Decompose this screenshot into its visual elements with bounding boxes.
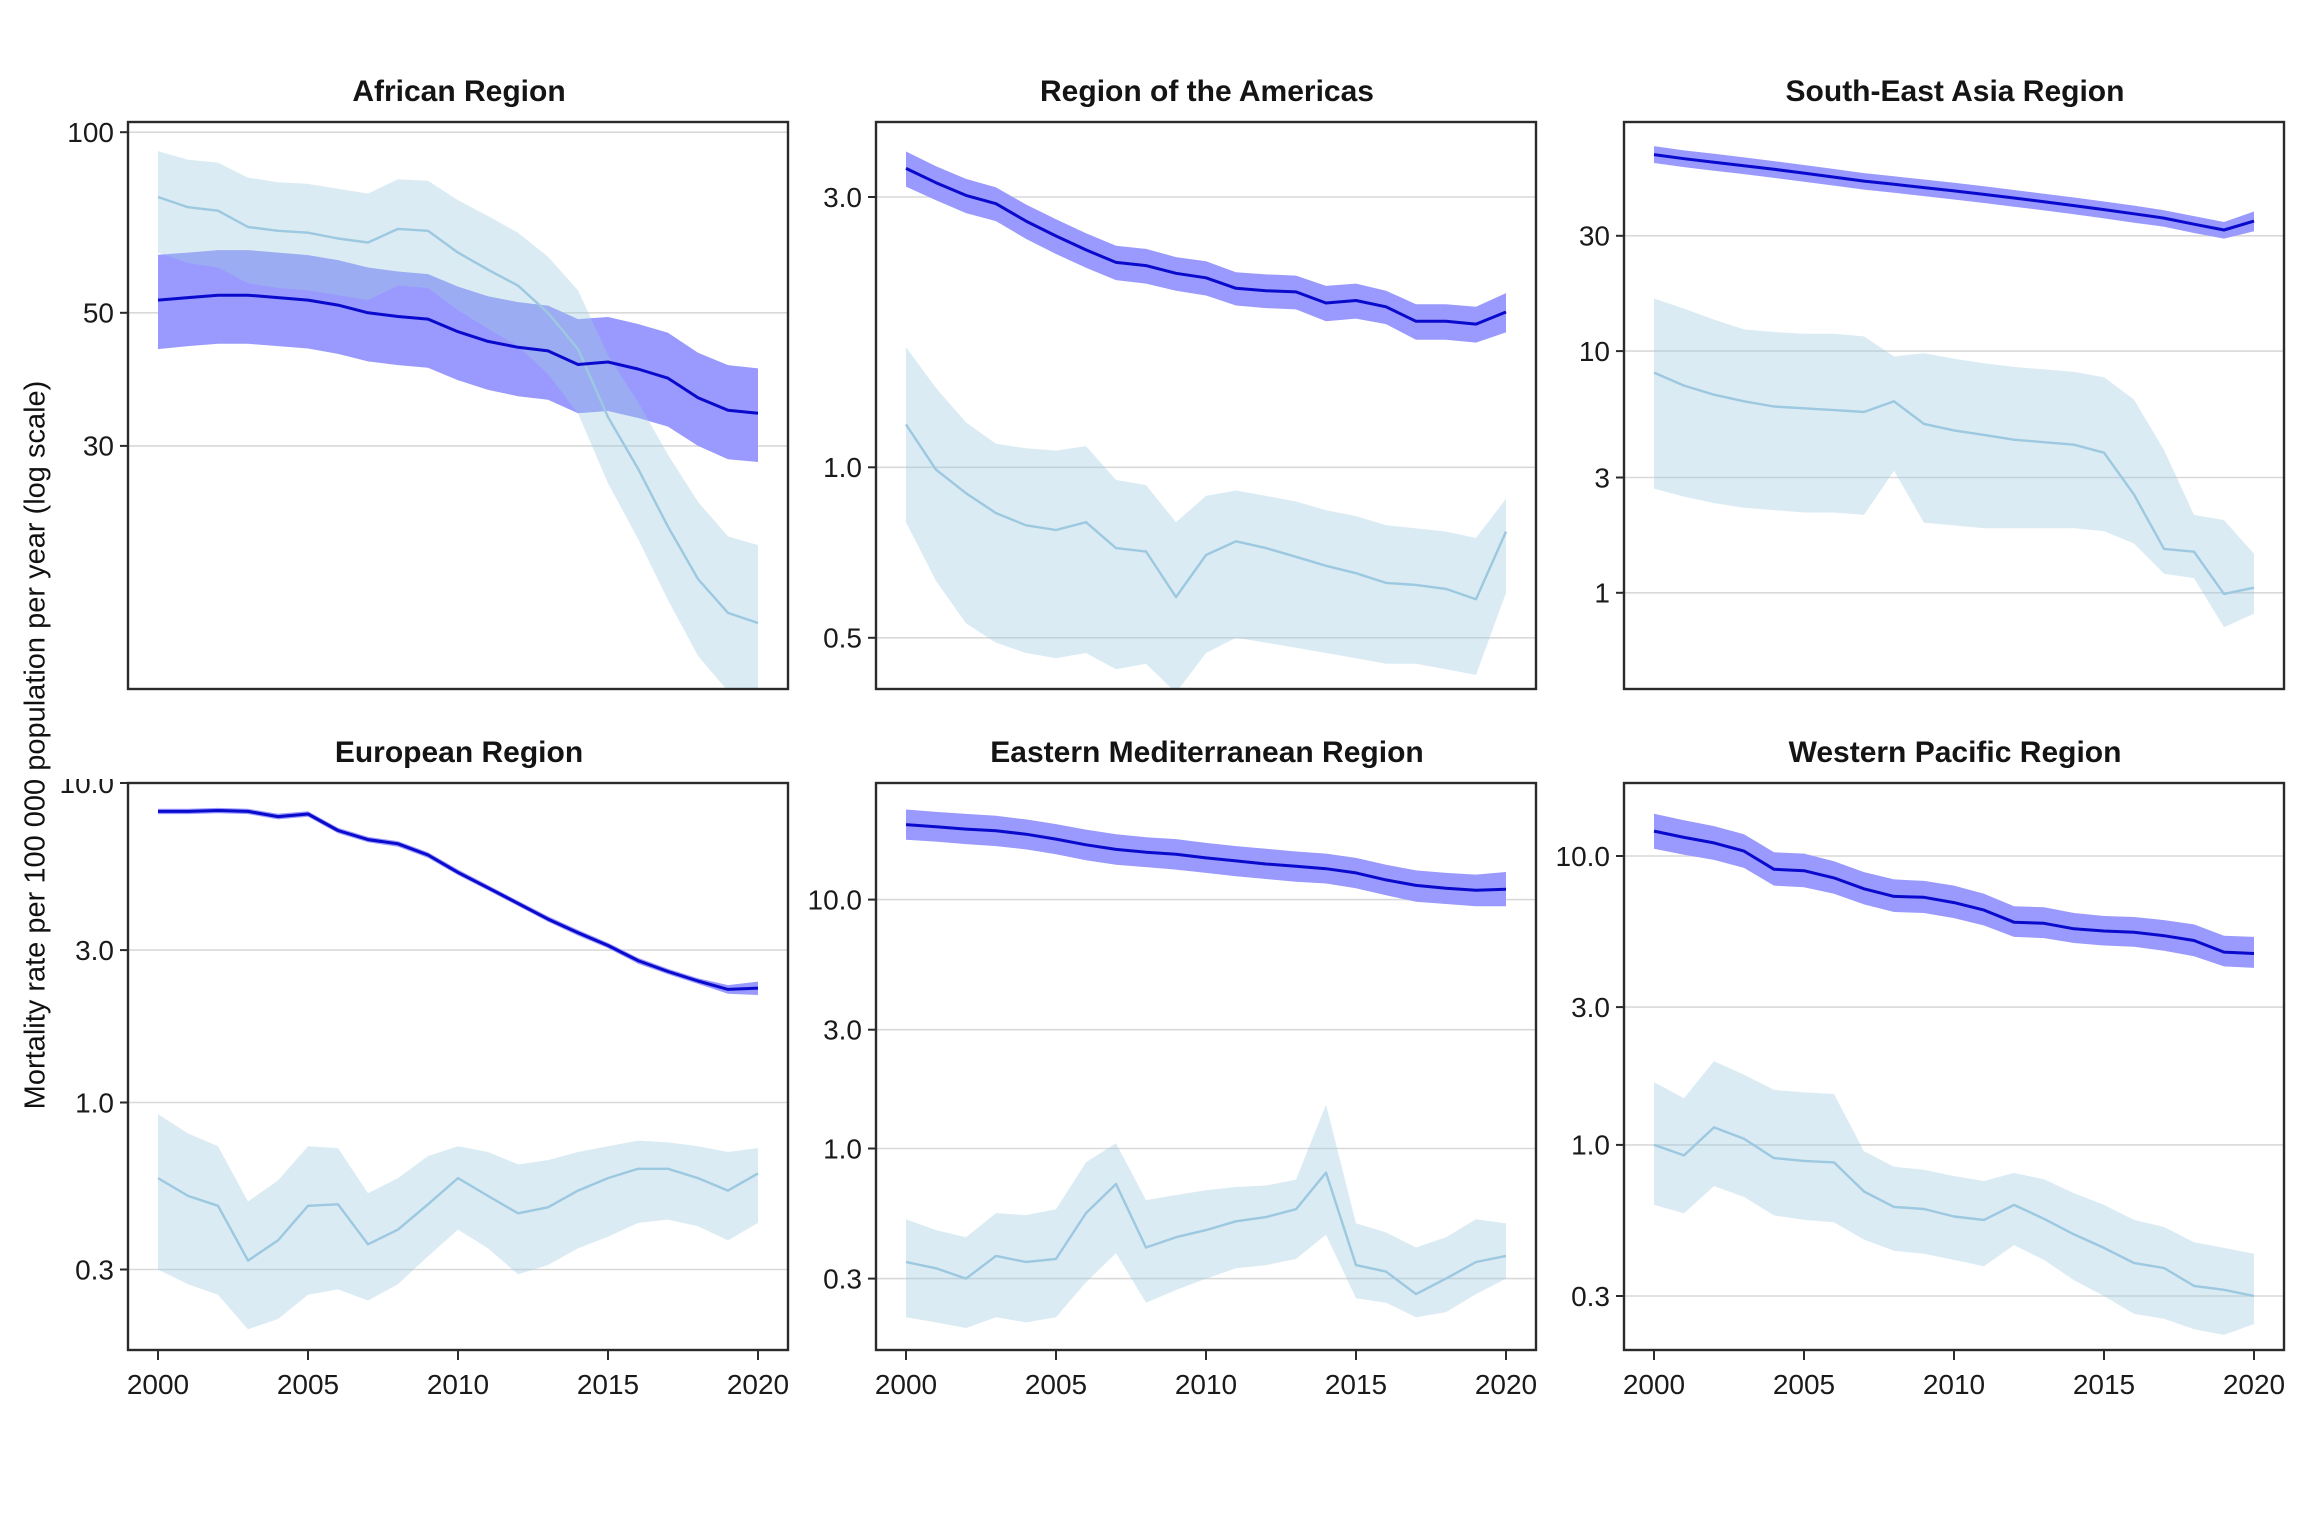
dark-confidence-band xyxy=(1654,813,2254,968)
plot-western-pacific-region: 10.0 3.0 1.0 0.3 2000 2005 2010 2015 2020 xyxy=(1556,781,2286,1400)
y-tick-label: 50 xyxy=(83,298,114,329)
plot-south-east-asia-region: 30 10 3 1 xyxy=(1579,120,2286,691)
panel-region-of-the-americas: Region of the Americas 3.0 1.0 0.5 xyxy=(796,70,1538,695)
plot-region-of-the-americas: 3.0 1.0 0.5 xyxy=(823,120,1538,691)
plot-eastern-mediterranean-region: 10.0 3.0 1.0 0.3 2000 2005 2010 2015 2020 xyxy=(808,781,1538,1400)
panel-row-top: African Region 100 50 30 Region of the Ame… xyxy=(48,70,2286,695)
x-tick-label: 2005 xyxy=(1025,1369,1087,1400)
light-confidence-band xyxy=(158,1114,758,1330)
y-tick-label: 1 xyxy=(1594,578,1610,609)
y-tick-label: 3.0 xyxy=(1571,992,1610,1023)
x-tick-label: 2010 xyxy=(1175,1369,1237,1400)
plot-area xyxy=(1624,146,2284,628)
light-blue-line xyxy=(157,195,759,625)
x-tick-label: 2015 xyxy=(577,1369,639,1400)
panel-row-bottom: European Region 10.0 3.0 1.0 0.3 2000 2005 201… xyxy=(48,731,2286,1412)
light-blue-line xyxy=(1653,371,2255,596)
y-tick-label: 0.5 xyxy=(823,623,862,654)
panel-title: Western Pacific Region xyxy=(1788,736,2122,769)
dark-blue-line xyxy=(1653,153,2255,232)
plot-european-region: 10.0 3.0 1.0 0.3 2000 2005 2010 2015 2020 xyxy=(60,779,790,1400)
y-tick-label: 1.0 xyxy=(1571,1130,1610,1161)
dark-confidence-band xyxy=(158,807,758,995)
y-tick-label: 3.0 xyxy=(823,182,862,213)
plot-area xyxy=(128,783,788,1330)
y-tick-label: 10 xyxy=(1579,336,1610,367)
x-tick-label: 2005 xyxy=(277,1369,339,1400)
light-confidence-band xyxy=(906,347,1506,689)
panel-african-region: African Region 100 50 30 xyxy=(48,70,790,695)
x-tick-label: 2020 xyxy=(2223,1369,2285,1400)
y-tick-label: 10.0 xyxy=(60,779,115,799)
light-confidence-band xyxy=(1654,1061,2254,1335)
plot-african-region: 100 50 30 xyxy=(67,118,790,691)
x-tick-label: 2000 xyxy=(1623,1369,1685,1400)
y-tick-label: 0.3 xyxy=(1571,1281,1610,1312)
y-tick-label: 1.0 xyxy=(75,1087,114,1118)
panel-title: South-East Asia Region xyxy=(1785,75,2125,108)
plot-area xyxy=(876,151,1536,689)
x-tick-label: 2010 xyxy=(1923,1369,1985,1400)
x-tick-label: 2015 xyxy=(2073,1369,2135,1400)
light-blue-line xyxy=(905,423,1508,601)
y-tick-label: 30 xyxy=(83,431,114,462)
panel-title: African Region xyxy=(352,75,566,108)
dark-blue-line xyxy=(158,809,759,991)
dark-blue-line xyxy=(1653,829,2255,955)
light-confidence-band xyxy=(1654,298,2254,628)
x-tick-label: 2020 xyxy=(1475,1369,1537,1400)
light-blue-line xyxy=(905,1171,1507,1296)
panel-western-pacific-region: Western Pacific Region 10.0 3.0 1.0 0.3 2000… xyxy=(1544,731,2286,1412)
y-tick-label: 10.0 xyxy=(808,884,863,915)
dark-blue-line xyxy=(905,167,1507,326)
light-blue-line xyxy=(157,1167,759,1262)
y-tick-label: 0.3 xyxy=(823,1263,862,1294)
y-tick-label: 1.0 xyxy=(823,452,862,483)
x-tick-label: 2020 xyxy=(727,1369,789,1400)
panel-grid: African Region 100 50 30 Region of the Ame… xyxy=(48,70,2286,1412)
dark-confidence-band xyxy=(906,151,1506,343)
dark-confidence-band xyxy=(158,250,758,462)
light-blue-line xyxy=(1653,1126,2255,1298)
x-tick-label: 2015 xyxy=(1325,1369,1387,1400)
panel-european-region: European Region 10.0 3.0 1.0 0.3 2000 2005 201… xyxy=(48,731,790,1412)
y-tick-label: 10.0 xyxy=(1556,841,1611,872)
y-tick-label: 0.3 xyxy=(75,1254,114,1285)
panel-south-east-asia-region: South-East Asia Region 30 10 3 1 xyxy=(1544,70,2286,695)
y-tick-label: 30 xyxy=(1579,221,1610,252)
y-tick-label: 100 xyxy=(67,118,114,148)
plot-area xyxy=(876,809,1536,1328)
dark-blue-line xyxy=(905,823,1507,892)
y-tick-label: 3.0 xyxy=(823,1015,862,1046)
panel-border xyxy=(126,120,790,691)
light-confidence-band xyxy=(158,151,758,689)
x-tick-label: 2000 xyxy=(875,1369,937,1400)
x-tick-label: 2010 xyxy=(427,1369,489,1400)
dark-blue-line xyxy=(157,293,759,415)
x-tick-label: 2005 xyxy=(1773,1369,1835,1400)
x-tick-label: 2000 xyxy=(127,1369,189,1400)
panel-border xyxy=(874,120,1538,691)
panel-title: European Region xyxy=(334,736,584,769)
y-tick-label: 3.0 xyxy=(75,935,114,966)
y-tick-label: 1.0 xyxy=(823,1133,862,1164)
light-confidence-band xyxy=(906,1104,1506,1328)
panel-title: Eastern Mediterranean Region xyxy=(990,736,1424,769)
plot-area xyxy=(128,131,788,689)
panel-border xyxy=(1622,120,2286,691)
y-tick-label: 3 xyxy=(1594,462,1610,493)
panel-eastern-mediterranean-region: Eastern Mediterranean Region 10.0 3.0 1.0 0… xyxy=(796,731,1538,1412)
plot-area xyxy=(1624,813,2284,1335)
panel-title: Region of the Americas xyxy=(1040,75,1374,108)
